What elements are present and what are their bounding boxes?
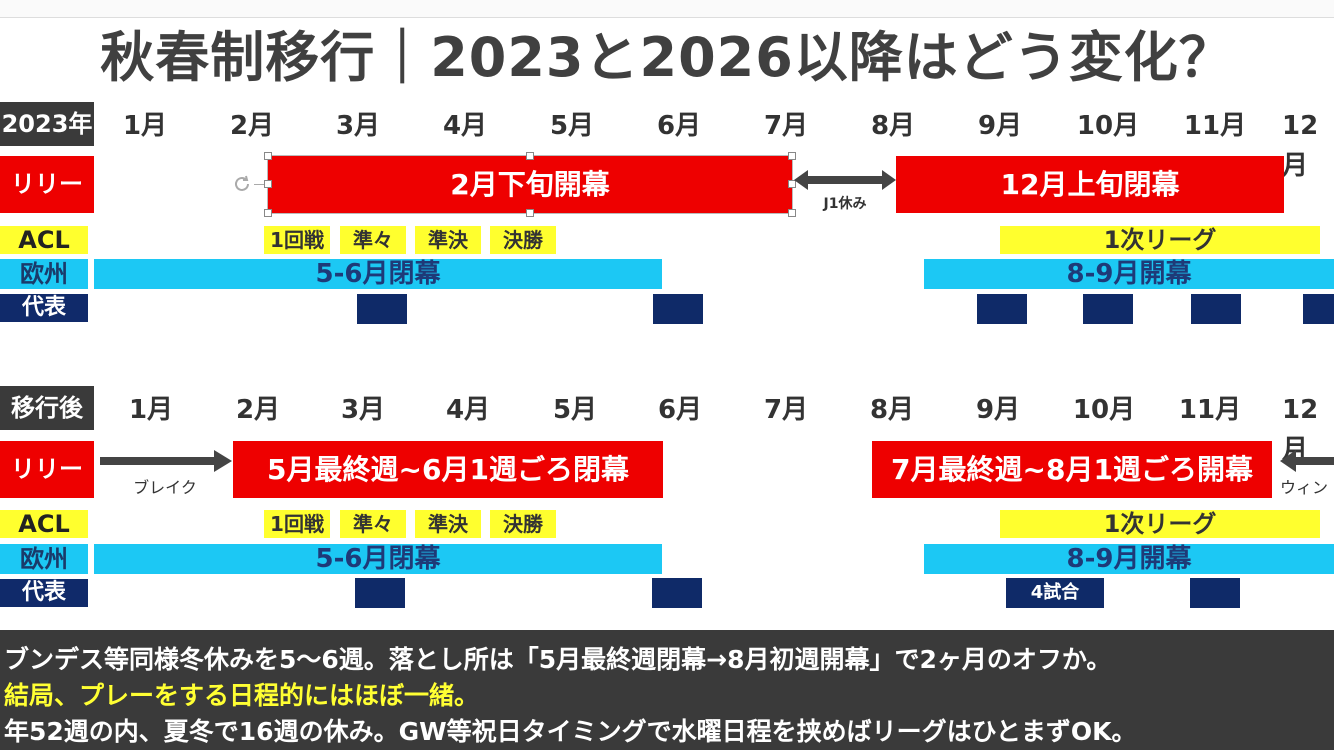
month-10: 10月 [1076, 111, 1140, 141]
right-arrow-icon [100, 449, 232, 473]
j1-break-label: J1休み [823, 196, 867, 212]
left-arrow-icon [1280, 449, 1334, 473]
row-label-national-2023: 代表 [0, 294, 88, 322]
month-7: 7月 [763, 395, 809, 425]
break-label: ブレイク [133, 478, 197, 497]
acl-group-2023: 1次リーグ [1000, 226, 1320, 254]
month-2: 2月 [229, 111, 275, 141]
acl-sf-2023: 準決 [415, 226, 481, 254]
national-block-4matches: 4試合 [1006, 578, 1104, 608]
month-3: 3月 [340, 395, 386, 425]
national-block [357, 294, 407, 324]
acl-sf-after: 準決 [415, 510, 481, 538]
month-1: 1月 [122, 111, 168, 141]
selection-handle[interactable] [788, 209, 796, 217]
rotate-handle-line [254, 184, 268, 185]
national-block [653, 294, 703, 324]
selection-handle[interactable] [526, 209, 534, 217]
month-2: 2月 [235, 395, 281, 425]
month-12: 12月 [1282, 111, 1319, 181]
acl-group-after: 1次リーグ [1000, 510, 1320, 538]
acl-round1-2023: 1回戦 [264, 226, 330, 254]
national-block [977, 294, 1027, 324]
national-block [652, 578, 702, 608]
league-bar-after-autumn[interactable]: 7月最終週~8月1週ごろ開幕 [872, 441, 1272, 498]
row-label-europe-after: 欧州 [0, 544, 88, 574]
selection-handle[interactable] [788, 152, 796, 160]
selection-handle[interactable] [264, 209, 272, 217]
footer-line-3: 年52週の内、夏冬で16週の休み。GW等祝日タイミングで水曜日程を挟めばリーグは… [4, 717, 1137, 746]
selection-handle[interactable] [264, 152, 272, 160]
row-label-acl-2023: ACL [0, 226, 88, 254]
month-9: 9月 [977, 111, 1023, 141]
month-8: 8月 [870, 111, 916, 141]
row-label-league-2023: リリーグ [0, 156, 94, 213]
row-label-europe-2023: 欧州 [0, 259, 88, 289]
month-4: 4月 [442, 111, 488, 141]
month-6: 6月 [657, 395, 703, 425]
selection-handle[interactable] [526, 152, 534, 160]
acl-qf-after: 準々 [340, 510, 406, 538]
row-label-acl-after: ACL [0, 510, 88, 538]
europe-bar-2023-autumn: 8-9月開幕 [924, 259, 1334, 289]
national-block [1190, 578, 1240, 608]
national-block [1191, 294, 1241, 324]
national-block [1303, 294, 1334, 324]
month-9: 9月 [975, 395, 1021, 425]
month-8: 8月 [869, 395, 915, 425]
month-11: 11月 [1183, 111, 1247, 141]
month-3: 3月 [335, 111, 381, 141]
league-bar-2023-winter[interactable]: 12月上旬閉幕 [896, 156, 1284, 213]
footer-panel [0, 630, 1334, 750]
footer-line-2: 結局、プレーをする日程的にはほぼ一緒。 [4, 681, 480, 710]
month-11: 11月 [1178, 395, 1242, 425]
acl-final-after: 決勝 [490, 510, 556, 538]
year-label-2023: 2023年 [0, 102, 94, 146]
double-arrow-icon [794, 168, 896, 192]
acl-round1-after: 1回戦 [264, 510, 330, 538]
year-label-after: 移行後 [0, 386, 94, 430]
national-block [1083, 294, 1133, 324]
acl-qf-2023: 準々 [340, 226, 406, 254]
month-10: 10月 [1072, 395, 1136, 425]
league-bar-after-spring[interactable]: 5月最終週~6月1週ごろ閉幕 [233, 441, 663, 498]
month-7: 7月 [763, 111, 809, 141]
rotate-handle-icon[interactable] [230, 172, 254, 196]
selection-handle[interactable] [788, 180, 796, 188]
acl-final-2023: 決勝 [490, 226, 556, 254]
window-top-bar [0, 0, 1334, 18]
europe-bar-2023-spring: 5-6月閉幕 [94, 259, 662, 289]
europe-bar-after-spring: 5-6月閉幕 [94, 544, 662, 574]
selection-handle[interactable] [264, 180, 272, 188]
europe-bar-after-autumn: 8-9月開幕 [924, 544, 1334, 574]
page-title: 秋春制移行｜2023と2026以降はどう変化？ [100, 26, 1234, 89]
row-label-league-after: リリーグ [0, 441, 94, 498]
national-block [355, 578, 405, 608]
month-1: 1月 [128, 395, 174, 425]
footer-line-1: ブンデス等同様冬休みを5〜6週。落とし所は「5月最終週閉幕→8月初週開幕」で2ヶ… [4, 645, 1112, 674]
league-bar-2023-spring[interactable]: 2月下旬開幕 [267, 155, 793, 214]
winter-break-label: ウィン [1280, 478, 1329, 497]
month-5: 5月 [552, 395, 598, 425]
month-4: 4月 [445, 395, 491, 425]
row-label-national-after: 代表 [0, 579, 88, 607]
month-5: 5月 [549, 111, 595, 141]
month-6: 6月 [656, 111, 702, 141]
